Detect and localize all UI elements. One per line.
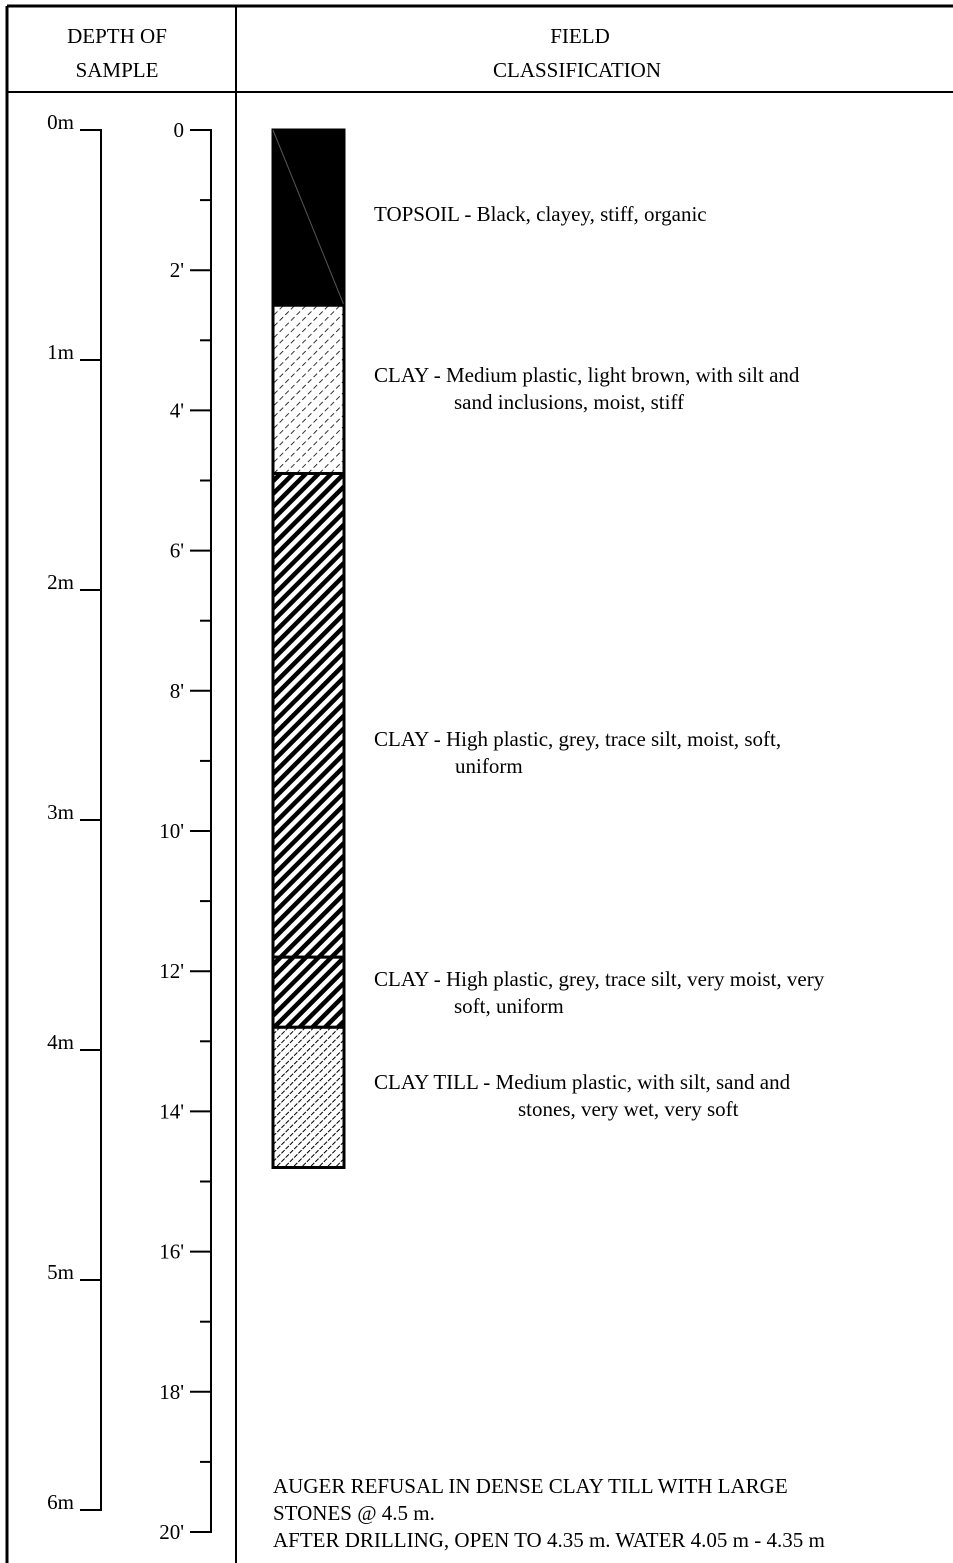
layer-description-line: uniform	[455, 754, 523, 778]
imperial-tick-label: 4'	[170, 398, 184, 422]
metric-tick-label: 0m	[47, 110, 74, 134]
drilling-note-line: STONES @ 4.5 m.	[273, 1501, 435, 1525]
metric-tick-label: 4m	[47, 1030, 74, 1054]
imperial-tick-label: 6'	[170, 539, 184, 563]
metric-tick-label: 6m	[47, 1490, 74, 1514]
topsoil-diagonal-line	[272, 129, 345, 306]
soil-column	[271, 128, 346, 1169]
layer-description-line: soft, uniform	[454, 994, 564, 1018]
metric-tick-label: 5m	[47, 1260, 74, 1284]
imperial-tick-label: 18'	[159, 1380, 184, 1404]
metric-tick-label: 1m	[47, 340, 74, 364]
imperial-depth-scale: 0 2' 4' 6' 8' 10' 12' 14' 16' 18' 20'	[159, 118, 212, 1544]
imperial-tick-label: 20'	[159, 1520, 184, 1544]
metric-tick-label: 2m	[47, 570, 74, 594]
field-header-line2: CLASSIFICATION	[493, 58, 661, 82]
table-frame	[5, 4, 953, 1563]
metric-depth-scale: 0m 1m 2m 3m 4m 5m 6m	[47, 110, 102, 1514]
layer-description-line: CLAY - High plastic, grey, trace silt, m…	[374, 727, 781, 751]
drilling-note-line: AFTER DRILLING, OPEN TO 4.35 m. WATER 4.…	[273, 1528, 825, 1552]
column-headers: DEPTH OF SAMPLE FIELD CLASSIFICATION	[67, 24, 661, 82]
metric-tick-label: 3m	[47, 800, 74, 824]
soil-layer-diagonal-hatch	[271, 955, 346, 1029]
soil-layer-diagonal-hatch	[271, 471, 346, 959]
layer-descriptions: TOPSOIL - Black, clayey, stiff, organic C…	[374, 202, 825, 1121]
depth-header-line2: SAMPLE	[76, 58, 159, 82]
imperial-tick-label: 8'	[170, 679, 184, 703]
layer-description-line: CLAY - Medium plastic, light brown, with…	[374, 363, 800, 387]
drilling-note-line: AUGER REFUSAL IN DENSE CLAY TILL WITH LA…	[273, 1474, 788, 1498]
depth-header-line1: DEPTH OF	[67, 24, 167, 48]
layer-description-line: CLAY TILL - Medium plastic, with silt, s…	[374, 1070, 791, 1094]
imperial-tick-label: 12'	[159, 959, 184, 983]
imperial-tick-label: 16'	[159, 1240, 184, 1264]
field-header-line1: FIELD	[550, 24, 610, 48]
imperial-tick-label: 10'	[159, 819, 184, 843]
imperial-tick-label: 2'	[170, 258, 184, 282]
layer-description-line: CLAY - High plastic, grey, trace silt, v…	[374, 967, 825, 991]
layer-description-line: stones, very wet, very soft	[518, 1097, 739, 1121]
imperial-tick-label: 0	[174, 118, 185, 142]
soil-layer-light-dashed-hatch	[271, 303, 346, 475]
soil-layer-dense-dashed-hatch	[271, 1025, 346, 1169]
layer-description-line: sand inclusions, moist, stiff	[454, 390, 684, 414]
layer-description-line: TOPSOIL - Black, clayey, stiff, organic	[374, 202, 707, 226]
drilling-notes: AUGER REFUSAL IN DENSE CLAY TILL WITH LA…	[273, 1474, 825, 1552]
imperial-tick-label: 14'	[159, 1099, 184, 1123]
